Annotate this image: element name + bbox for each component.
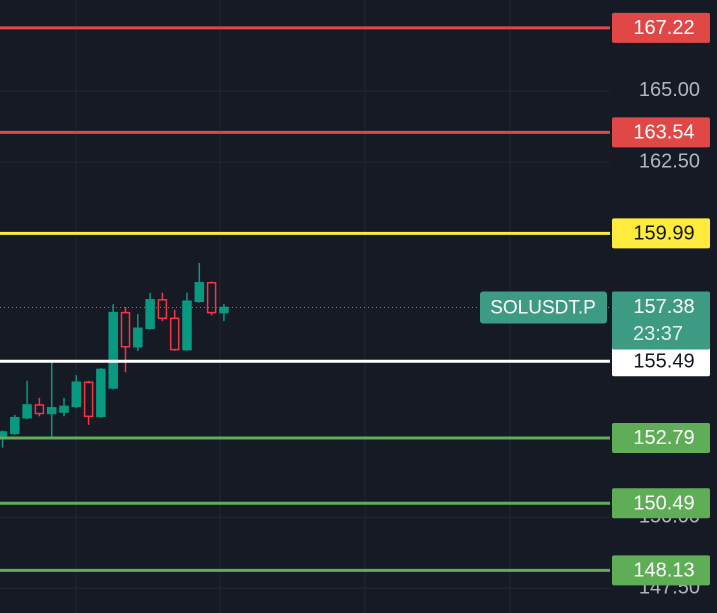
candle-body: [46, 407, 57, 415]
level-label-box: [612, 218, 710, 249]
level-label-box: [612, 346, 710, 377]
level-label: 167.22: [633, 17, 694, 39]
level-label: 155.49: [633, 350, 694, 372]
candle-body: [22, 404, 32, 419]
symbol-label-box: [480, 291, 607, 324]
candle-body: [157, 299, 168, 320]
level-label-box: [612, 555, 710, 586]
candle-body: [10, 417, 20, 435]
level-label: 163.54: [633, 122, 694, 144]
candle-body: [169, 317, 180, 351]
level-label: 148.13: [633, 560, 694, 582]
candle-body: [182, 300, 192, 351]
y-tick-label: 162.50: [639, 150, 700, 172]
candle-body: [133, 327, 143, 348]
candle-body: [120, 311, 131, 348]
last-price-box: [612, 291, 710, 350]
last-price-label: 157.38: [633, 296, 694, 318]
level-label: 152.79: [633, 427, 694, 449]
candle-body: [145, 299, 155, 329]
level-label-box: [612, 422, 710, 453]
candle-body: [0, 431, 8, 437]
candle-body: [71, 381, 82, 408]
symbol-label: SOLUSDT.P: [490, 298, 596, 319]
candle-body: [96, 368, 106, 418]
level-label: 150.49: [633, 493, 694, 515]
candle-body: [206, 282, 217, 314]
candle-body: [34, 404, 45, 415]
level-label: 159.99: [633, 223, 694, 245]
level-label-box: [612, 488, 710, 519]
y-tick-label: 165.00: [639, 79, 700, 101]
candle-body: [108, 311, 118, 389]
candle-body: [194, 282, 205, 302]
candle-body: [83, 381, 94, 418]
level-label-box: [612, 117, 710, 148]
candle-body: [219, 306, 229, 314]
countdown-label: 23:37: [633, 323, 683, 345]
level-label-box: [612, 12, 710, 43]
candle-body: [59, 405, 69, 413]
